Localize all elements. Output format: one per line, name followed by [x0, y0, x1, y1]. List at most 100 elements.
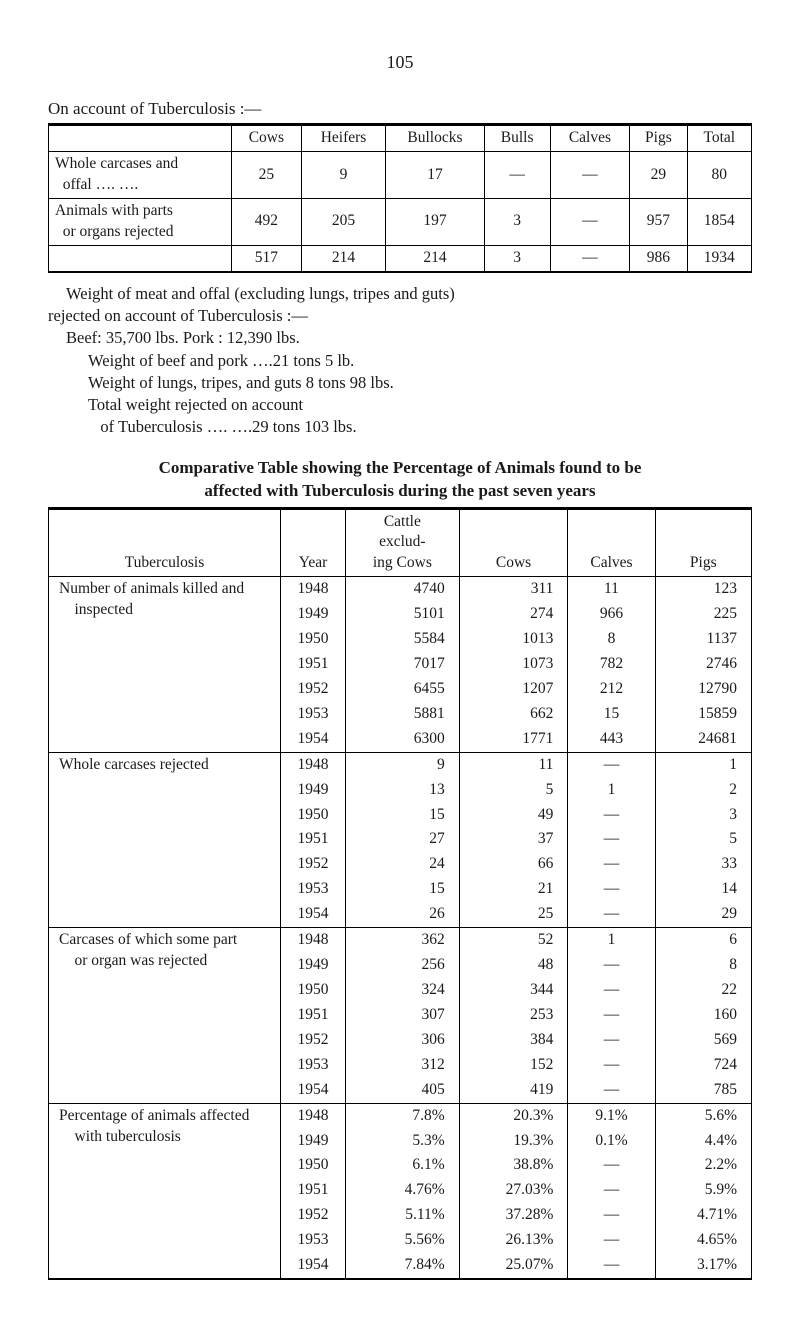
cell: 8: [568, 627, 655, 652]
text-line: Weight of beef and pork ….21 tons 5 lb.: [88, 351, 354, 370]
cell: 37.28%: [459, 1203, 568, 1228]
table-row: Number of animals killed and inspected19…: [49, 577, 752, 602]
cell: 1953: [281, 1228, 346, 1253]
cell: 1934: [687, 245, 751, 271]
cell: 5.3%: [346, 1129, 460, 1154]
cell: 49: [459, 803, 568, 828]
cell: 569: [655, 1028, 751, 1053]
cell: 225: [655, 602, 751, 627]
cell: 7.84%: [346, 1253, 460, 1279]
cell: —: [568, 1053, 655, 1078]
cell: 3: [655, 803, 751, 828]
cell: 14: [655, 877, 751, 902]
row-label-text: Animals with parts: [55, 202, 173, 219]
row-label: Whole carcases rejected: [49, 752, 281, 927]
cell: 1952: [281, 852, 346, 877]
cell: —: [568, 902, 655, 927]
cell: 4.4%: [655, 1129, 751, 1154]
cell: 5584: [346, 627, 460, 652]
cell: —: [550, 199, 630, 246]
cell: 785: [655, 1078, 751, 1103]
cell: 1137: [655, 627, 751, 652]
cell: 17: [386, 152, 484, 199]
cell: 1954: [281, 727, 346, 752]
col-total: Total: [687, 126, 751, 152]
cell: 26.13%: [459, 1228, 568, 1253]
cell: —: [550, 152, 630, 199]
cell: —: [568, 1028, 655, 1053]
table-header-row: Cows Heifers Bullocks Bulls Calves Pigs …: [49, 126, 752, 152]
cell: 15: [346, 803, 460, 828]
hdr-text: ing Cows: [373, 554, 432, 571]
hdr-text: exclud-: [379, 533, 425, 550]
cell: 1952: [281, 677, 346, 702]
text-line: Total weight rejected on account: [88, 395, 303, 414]
cell: 4740: [346, 577, 460, 602]
cell: 312: [346, 1053, 460, 1078]
cell: 11: [459, 752, 568, 777]
cell: 362: [346, 928, 460, 953]
row-label-text: or organs rejected: [63, 223, 174, 240]
table-row: Animals with parts or organs rejected 49…: [49, 199, 752, 246]
cell: 1949: [281, 602, 346, 627]
table-header-row: Tuberculosis Year Cattle exclud- ing Cow…: [49, 509, 752, 577]
cell: 197: [386, 199, 484, 246]
cell: 1073: [459, 652, 568, 677]
cell: 5881: [346, 702, 460, 727]
cell: 419: [459, 1078, 568, 1103]
cell: 662: [459, 702, 568, 727]
cell: 1: [655, 752, 751, 777]
table-row: Whole carcases and offal …. …. 25 9 17 —…: [49, 152, 752, 199]
cell: 782: [568, 652, 655, 677]
cell: 517: [232, 245, 302, 271]
cell: 1950: [281, 1153, 346, 1178]
cell: 29: [630, 152, 687, 199]
cell: —: [568, 1153, 655, 1178]
cell: —: [568, 752, 655, 777]
cell: 311: [459, 577, 568, 602]
cell: —: [568, 953, 655, 978]
cell: 1954: [281, 902, 346, 927]
col-blank: [49, 126, 232, 152]
cell: 25: [232, 152, 302, 199]
cell: 66: [459, 852, 568, 877]
cell: 1953: [281, 702, 346, 727]
col-calves: Calves: [550, 126, 630, 152]
cell: —: [568, 1228, 655, 1253]
cell: 344: [459, 978, 568, 1003]
text-line: Weight of meat and offal (excluding lung…: [66, 284, 455, 303]
cell: 957: [630, 199, 687, 246]
cell: —: [568, 877, 655, 902]
cell: 1953: [281, 877, 346, 902]
cell: 5: [655, 827, 751, 852]
cell: 1771: [459, 727, 568, 752]
cell: 1949: [281, 953, 346, 978]
cell: 4.65%: [655, 1228, 751, 1253]
col-heifers: Heifers: [301, 126, 386, 152]
col-cows: Cows: [232, 126, 302, 152]
cell: 15: [346, 877, 460, 902]
cell: 9.1%: [568, 1103, 655, 1128]
cell: 1948: [281, 928, 346, 953]
text-line: of Tuberculosis …. ….29 tons 103 lbs.: [100, 417, 356, 436]
cell: 5.9%: [655, 1178, 751, 1203]
cell: 1013: [459, 627, 568, 652]
cell: 29: [655, 902, 751, 927]
cell: 1854: [687, 199, 751, 246]
cell: 1948: [281, 752, 346, 777]
cell: 205: [301, 199, 386, 246]
cell: 20.3%: [459, 1103, 568, 1128]
text-line: Weight of lungs, tripes, and guts 8 tons…: [88, 373, 394, 392]
cell: 33: [655, 852, 751, 877]
cell: 492: [232, 199, 302, 246]
cell: 5: [459, 778, 568, 803]
cell: 214: [301, 245, 386, 271]
cell: 1951: [281, 1003, 346, 1028]
cell: 1951: [281, 652, 346, 677]
cell: 80: [687, 152, 751, 199]
cell: 1950: [281, 978, 346, 1003]
cell: 1954: [281, 1078, 346, 1103]
cell: 15: [568, 702, 655, 727]
cell: 6300: [346, 727, 460, 752]
cell: 966: [568, 602, 655, 627]
